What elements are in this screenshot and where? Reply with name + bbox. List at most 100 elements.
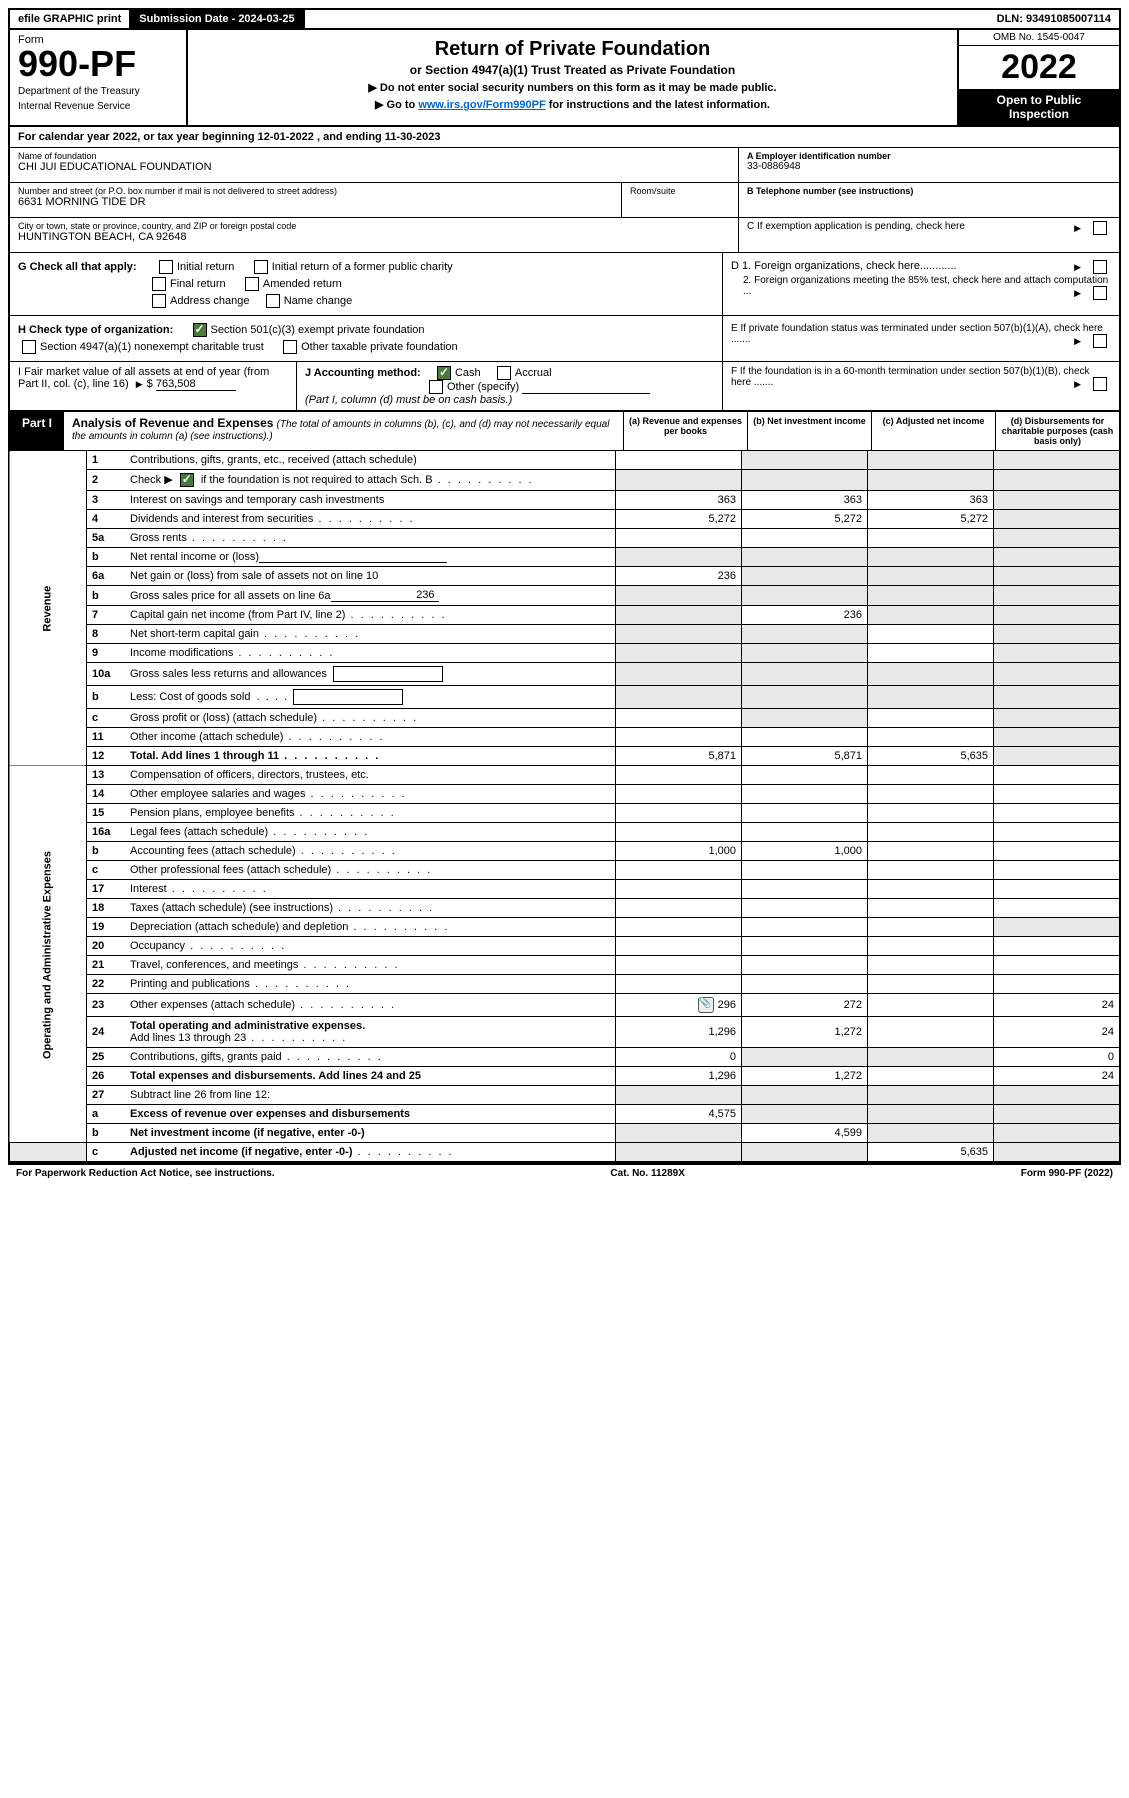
table-row: b Net rental income or (loss)	[9, 548, 1120, 567]
h-other: Other taxable private foundation	[301, 341, 458, 353]
city-label: City or town, state or province, country…	[18, 221, 730, 231]
ein-value: 33-0886948	[747, 161, 1111, 172]
g-initial: Initial return	[177, 261, 234, 273]
h-4947-checkbox[interactable]	[22, 340, 36, 354]
arrow-icon	[1074, 223, 1085, 234]
col-b-header: (b) Net investment income	[747, 412, 871, 450]
cat-no: Cat. No. 11289X	[610, 1168, 684, 1179]
table-row: 22 Printing and publications	[9, 975, 1120, 994]
e-checkbox[interactable]	[1093, 334, 1107, 348]
table-row: 15 Pension plans, employee benefits	[9, 804, 1120, 823]
d2-checkbox[interactable]	[1093, 286, 1107, 300]
g-address-checkbox[interactable]	[152, 294, 166, 308]
paperwork-notice: For Paperwork Reduction Act Notice, see …	[16, 1168, 275, 1179]
table-row: 20 Occupancy	[9, 937, 1120, 956]
ein-label: A Employer identification number	[747, 151, 1111, 161]
j-other-checkbox[interactable]	[429, 380, 443, 394]
g-address: Address change	[170, 295, 250, 307]
h-4947: Section 4947(a)(1) nonexempt charitable …	[40, 341, 264, 353]
table-row: 4 Dividends and interest from securities…	[9, 510, 1120, 529]
instr-ssn: ▶ Do not enter social security numbers o…	[194, 81, 951, 94]
arrow-icon	[136, 378, 143, 390]
addr-label: Number and street (or P.O. box number if…	[18, 186, 613, 196]
foundation-name: CHI JUI EDUCATIONAL FOUNDATION	[18, 161, 730, 173]
d1-label: D 1. Foreign organizations, check here..…	[731, 260, 957, 272]
arrow-icon	[1074, 288, 1085, 299]
open-public-2: Inspection	[963, 107, 1115, 121]
dln: DLN: 93491085007114	[989, 10, 1119, 28]
table-row: 16a Legal fees (attach schedule)	[9, 823, 1120, 842]
open-public-1: Open to Public	[963, 93, 1115, 107]
f-checkbox[interactable]	[1093, 377, 1107, 391]
part1-table: Revenue 1 Contributions, gifts, grants, …	[8, 451, 1121, 1163]
j-accrual: Accrual	[515, 367, 552, 379]
table-row: 10a Gross sales less returns and allowan…	[9, 663, 1120, 686]
j-cash: Cash	[455, 367, 481, 379]
part1-badge: Part I	[10, 412, 64, 450]
dept-treasury: Department of the Treasury	[18, 86, 178, 97]
topbar: efile GRAPHIC print Submission Date - 20…	[8, 8, 1121, 30]
efile-print-button[interactable]: efile GRAPHIC print	[10, 10, 131, 28]
table-row: 9 Income modifications	[9, 644, 1120, 663]
form-header: Form 990-PF Department of the Treasury I…	[8, 30, 1121, 127]
irs: Internal Revenue Service	[18, 101, 178, 112]
table-row: 7 Capital gain net income (from Part IV,…	[9, 606, 1120, 625]
address: 6631 MORNING TIDE DR	[18, 196, 613, 208]
table-row: 11 Other income (attach schedule)	[9, 728, 1120, 747]
table-row: 27 Subtract line 26 from line 12:	[9, 1086, 1120, 1105]
part1-header: Part I Analysis of Revenue and Expenses …	[8, 412, 1121, 451]
phone-label: B Telephone number (see instructions)	[747, 186, 1111, 196]
h-501c3-checkbox[interactable]	[193, 323, 207, 337]
h-other-checkbox[interactable]	[283, 340, 297, 354]
table-row: 21 Travel, conferences, and meetings	[9, 956, 1120, 975]
table-row: 25 Contributions, gifts, grants paid 0 0	[9, 1048, 1120, 1067]
g-initial-former-checkbox[interactable]	[254, 260, 268, 274]
expand-icon[interactable]: 📎	[698, 997, 714, 1013]
table-row: b Gross sales price for all assets on li…	[9, 586, 1120, 606]
room-label: Room/suite	[630, 186, 730, 196]
table-row: b Accounting fees (attach schedule) 1,00…	[9, 842, 1120, 861]
j-accrual-checkbox[interactable]	[497, 366, 511, 380]
g-final: Final return	[170, 278, 226, 290]
arrow-icon	[1074, 336, 1085, 347]
tax-year: 2022	[959, 46, 1119, 89]
irs-link[interactable]: www.irs.gov/Form990PF	[418, 99, 545, 111]
g-final-checkbox[interactable]	[152, 277, 166, 291]
col-c-header: (c) Adjusted net income	[871, 412, 995, 450]
table-row: 12 Total. Add lines 1 through 11 5,871 5…	[9, 747, 1120, 766]
d2-label: 2. Foreign organizations meeting the 85%…	[743, 275, 1108, 297]
table-row: c Gross profit or (loss) (attach schedul…	[9, 709, 1120, 728]
g-label: G Check all that apply:	[18, 261, 137, 273]
e-label: E If private foundation status was termi…	[731, 323, 1103, 345]
fmv-value: 763,508	[156, 378, 236, 391]
table-row: 5a Gross rents	[9, 529, 1120, 548]
table-row: c Adjusted net income (if negative, ente…	[9, 1143, 1120, 1163]
arrow-icon	[1074, 261, 1085, 273]
j-note: (Part I, column (d) must be on cash basi…	[305, 394, 714, 406]
d1-checkbox[interactable]	[1093, 260, 1107, 274]
j-cash-checkbox[interactable]	[437, 366, 451, 380]
g-name-checkbox[interactable]	[266, 294, 280, 308]
page-footer: For Paperwork Reduction Act Notice, see …	[8, 1163, 1121, 1182]
col-a-header: (a) Revenue and expenses per books	[623, 412, 747, 450]
f-label: F If the foundation is in a 60-month ter…	[731, 366, 1090, 388]
j-other: Other (specify)	[447, 381, 519, 393]
calendar-year-line: For calendar year 2022, or tax year begi…	[8, 127, 1121, 148]
sch-b-checkbox[interactable]	[180, 473, 194, 487]
instr-goto-pre: ▶ Go to	[375, 99, 418, 111]
table-row: b Less: Cost of goods sold . . . .	[9, 686, 1120, 709]
c-checkbox[interactable]	[1093, 221, 1107, 235]
table-row: 17 Interest	[9, 880, 1120, 899]
revenue-section-label: Revenue	[9, 451, 87, 766]
form-number: 990-PF	[18, 46, 178, 82]
g-initial-checkbox[interactable]	[159, 260, 173, 274]
table-row: b Net investment income (if negative, en…	[9, 1124, 1120, 1143]
g-amended: Amended return	[263, 278, 342, 290]
table-row: 19 Depreciation (attach schedule) and de…	[9, 918, 1120, 937]
table-row: 2 Check ▶ if the foundation is not requi…	[9, 470, 1120, 491]
g-amended-checkbox[interactable]	[245, 277, 259, 291]
table-row: 3 Interest on savings and temporary cash…	[9, 491, 1120, 510]
submission-date: Submission Date - 2024-03-25	[131, 10, 304, 28]
name-label: Name of foundation	[18, 151, 730, 161]
form-title: Return of Private Foundation	[194, 38, 951, 61]
